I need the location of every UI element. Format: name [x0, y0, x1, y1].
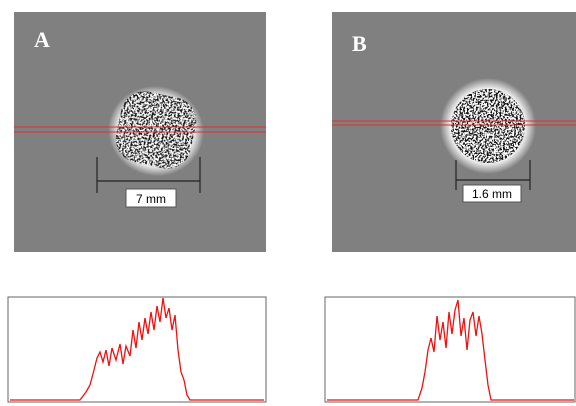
panel-b: 1.6 mm B	[332, 12, 576, 252]
scale-label: 1.6 mm	[472, 187, 512, 201]
profile-line	[327, 299, 574, 401]
speckle	[115, 91, 197, 169]
scale-label: 7 mm	[136, 192, 166, 206]
scale-bar	[455, 160, 531, 190]
profile-frame	[7, 296, 267, 403]
speckle	[451, 89, 525, 163]
profile-frame	[324, 296, 576, 403]
panel-label: A	[34, 27, 50, 52]
panel-a: 7 mm A	[14, 12, 266, 252]
scale-label-box	[462, 184, 522, 203]
panel-label: B	[352, 31, 367, 56]
profile-line	[10, 297, 264, 401]
scale-bar	[96, 157, 201, 193]
scale-label-box	[125, 188, 177, 208]
